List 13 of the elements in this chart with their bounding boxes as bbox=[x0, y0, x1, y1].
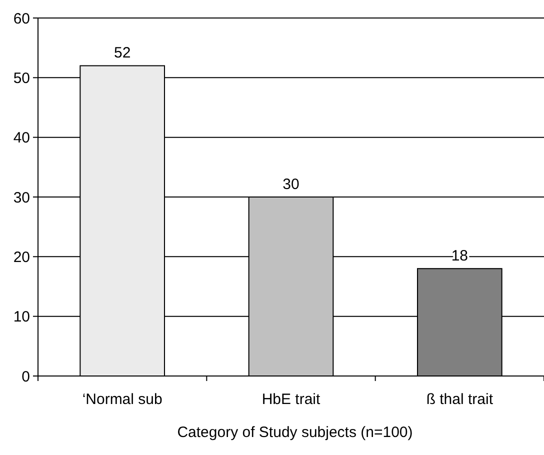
x-axis-title: Category of Study subjects (n=100) bbox=[177, 424, 413, 441]
data-label: 30 bbox=[282, 176, 300, 193]
x-tick-label: ß thal trait bbox=[426, 391, 494, 408]
y-tick-label: 50 bbox=[13, 70, 30, 87]
data-label: 52 bbox=[114, 44, 131, 62]
y-tick-label: 60 bbox=[13, 10, 30, 28]
x-tick-label: HbE trait bbox=[262, 391, 322, 408]
y-tick-label: 40 bbox=[13, 130, 30, 147]
y-tick-label: 20 bbox=[13, 248, 30, 266]
y-tick-label: 0 bbox=[22, 368, 30, 386]
x-tick-label: ‘Normal sub bbox=[82, 391, 162, 408]
y-tick-label: 10 bbox=[13, 308, 30, 326]
y-tick-label: 30 bbox=[13, 189, 30, 206]
